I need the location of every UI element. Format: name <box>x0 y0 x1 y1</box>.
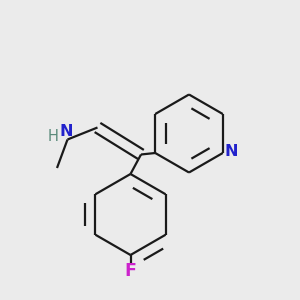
Text: H: H <box>48 129 58 144</box>
Text: F: F <box>124 262 136 280</box>
Text: N: N <box>59 124 73 140</box>
Text: N: N <box>224 144 238 159</box>
